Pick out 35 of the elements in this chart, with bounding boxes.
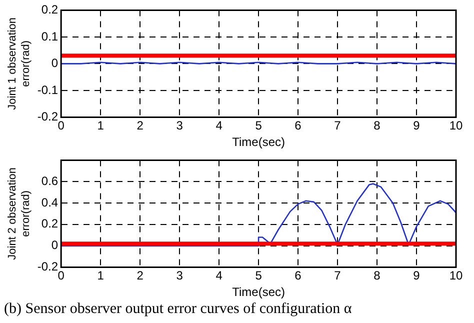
x-axis-title: Time(sec) (232, 135, 285, 150)
x-tick-label: 1 (97, 268, 104, 283)
x-tick-label: 6 (294, 268, 302, 283)
x-tick-label: 10 (449, 268, 463, 283)
y-tick-label: -0.1 (37, 82, 58, 97)
x-tick-label: 9 (413, 118, 420, 133)
y-tick-label: 0.2 (41, 2, 58, 17)
x-tick-label: 3 (176, 268, 184, 283)
y-tick-label: 0 (51, 238, 58, 252)
x-tick-label: 7 (334, 268, 342, 283)
x-tick-label: 6 (294, 118, 302, 133)
x-tick-label: 2 (136, 118, 144, 133)
text: (b) Sensor observer output error curves of configuration α (3, 300, 353, 318)
x-tick-label: 10 (449, 118, 463, 133)
x-tick-label: 8 (374, 268, 381, 283)
y-tick-label: 0.1 (41, 29, 58, 44)
x-tick-label: 5 (255, 268, 262, 283)
x-tick-label: 7 (334, 118, 342, 133)
y-tick-label: 0.6 (41, 174, 58, 188)
x-tick-label: 8 (374, 118, 381, 133)
y-axis-title: Joint 2 observation error(rad) (6, 168, 32, 260)
y-tick-label: 0 (51, 56, 58, 70)
y-tick-label: 0.2 (41, 216, 58, 231)
x-tick-label: 1 (97, 118, 104, 133)
x-tick-label: 2 (136, 268, 144, 283)
x-tick-label: 3 (176, 118, 184, 133)
x-tick-label: 5 (255, 118, 262, 133)
y-tick-label: -0.2 (37, 260, 58, 274)
x-axis-title: Time(sec) (232, 285, 285, 300)
y-axis-title: Joint 1 observation error(rad) (6, 18, 32, 110)
x-tick-label: 4 (216, 118, 223, 133)
y-tick-label: 0.4 (41, 195, 58, 210)
y-tick-label: -0.2 (37, 110, 58, 124)
x-tick-label: 4 (216, 268, 223, 283)
x-tick-label: 9 (413, 268, 420, 283)
